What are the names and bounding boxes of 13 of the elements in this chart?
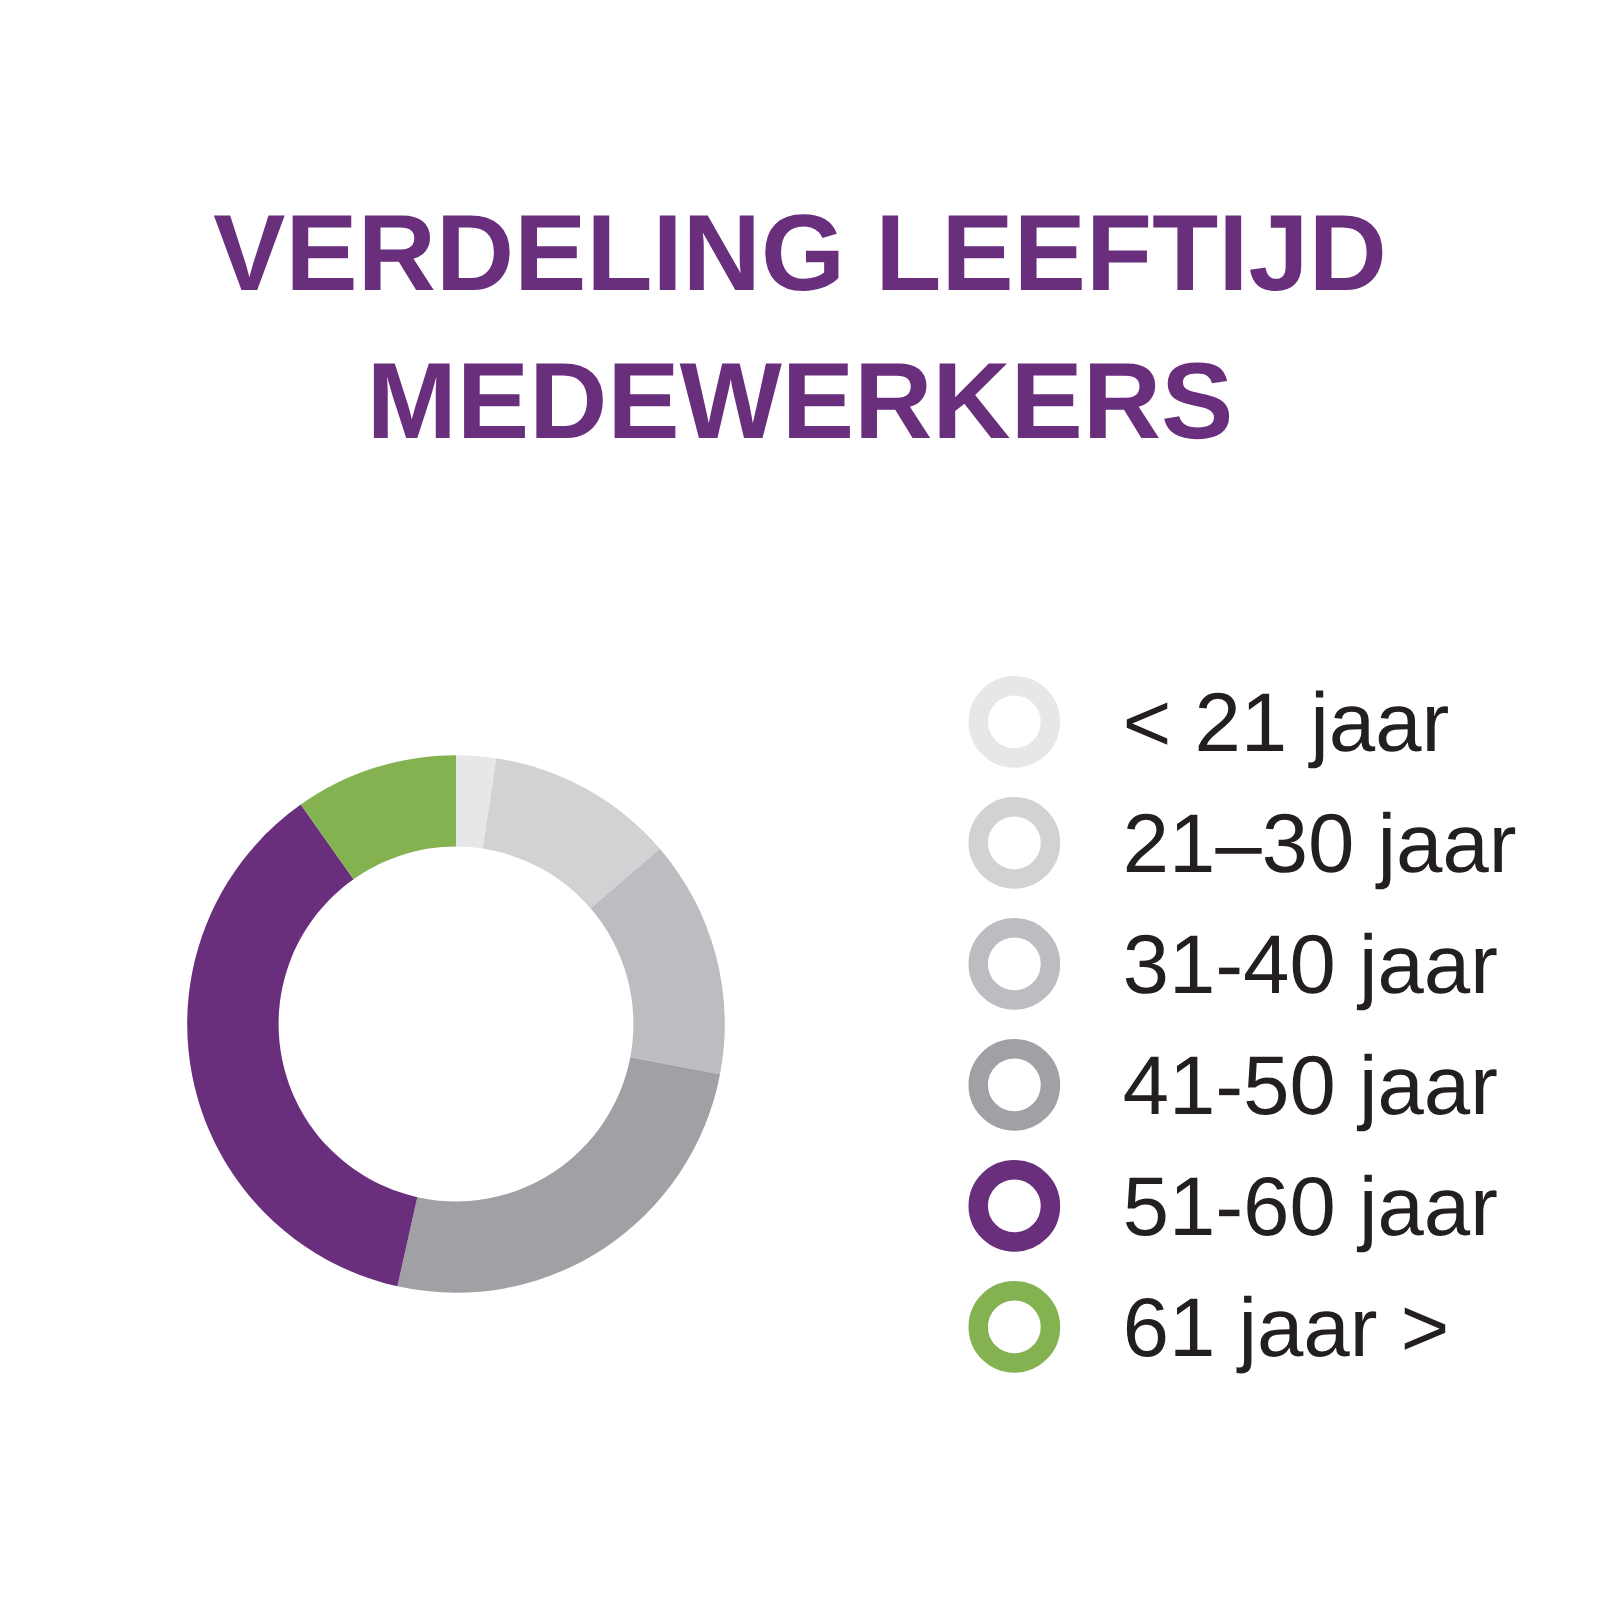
legend-label: 21–30 jaar <box>1126 811 1516 890</box>
donut-slice <box>300 755 456 880</box>
legend-label: 61 jaar > <box>1126 1295 1446 1374</box>
legend-label: 51-60 jaar <box>1126 1174 1497 1253</box>
donut-slice <box>187 804 418 1287</box>
legend-label: < 21 jaar <box>1126 690 1448 769</box>
donut-slice <box>456 755 497 849</box>
donut-slice <box>482 758 660 909</box>
legend-label: 41-50 jaar <box>1124 1053 1497 1132</box>
donut-slice <box>397 1057 721 1293</box>
legend-label: 31-40 jaar <box>1125 932 1497 1011</box>
chart-title: VERDELING LEEFTIJD MEDEWERKERS <box>213 214 1383 440</box>
donut-slice <box>590 848 725 1075</box>
